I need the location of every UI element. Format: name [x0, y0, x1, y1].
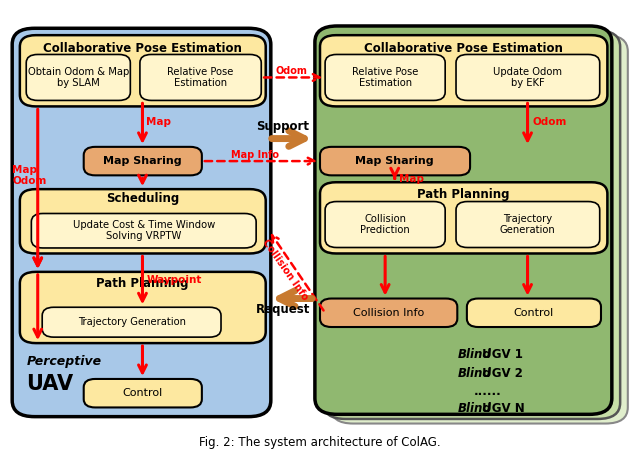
FancyBboxPatch shape — [20, 35, 266, 106]
FancyBboxPatch shape — [31, 213, 256, 248]
Text: UAV: UAV — [26, 374, 74, 395]
Text: Blind: Blind — [458, 402, 492, 415]
Text: Collision Info: Collision Info — [260, 237, 310, 302]
Text: Control: Control — [122, 388, 163, 398]
Text: Perceptive: Perceptive — [26, 355, 101, 368]
Text: Relative Pose
Estimation: Relative Pose Estimation — [352, 67, 419, 88]
Text: UGV N: UGV N — [478, 402, 525, 415]
FancyBboxPatch shape — [456, 54, 600, 100]
Text: UGV 1: UGV 1 — [478, 348, 524, 361]
Text: Obtain Odom & Map
by SLAM: Obtain Odom & Map by SLAM — [28, 67, 129, 88]
Text: Blind: Blind — [458, 348, 492, 361]
FancyBboxPatch shape — [456, 201, 600, 248]
Text: Control: Control — [514, 308, 554, 318]
FancyBboxPatch shape — [320, 182, 607, 254]
Text: Scheduling: Scheduling — [106, 192, 179, 205]
Text: Trajectory Generation: Trajectory Generation — [77, 318, 186, 327]
Text: Waypoint: Waypoint — [147, 275, 202, 285]
FancyBboxPatch shape — [42, 307, 221, 337]
FancyBboxPatch shape — [84, 147, 202, 175]
FancyBboxPatch shape — [325, 54, 445, 100]
Text: Support: Support — [257, 120, 310, 133]
FancyBboxPatch shape — [320, 299, 458, 327]
Text: Collaborative Pose Estimation: Collaborative Pose Estimation — [43, 41, 242, 54]
FancyBboxPatch shape — [12, 28, 271, 417]
Text: Update Cost & Time Window
Solving VRPTW: Update Cost & Time Window Solving VRPTW — [72, 220, 215, 241]
Text: Trajectory
Generation: Trajectory Generation — [500, 214, 556, 235]
Text: Map Info: Map Info — [231, 150, 279, 160]
Text: Path Planning: Path Planning — [96, 277, 189, 290]
FancyBboxPatch shape — [140, 54, 261, 100]
Text: Odom: Odom — [275, 65, 307, 76]
Text: Collision
Prediction: Collision Prediction — [360, 214, 410, 235]
Text: Map: Map — [399, 173, 424, 183]
Text: ......: ...... — [473, 385, 501, 398]
FancyBboxPatch shape — [320, 35, 607, 106]
Text: Map: Map — [147, 118, 172, 128]
Text: Blind: Blind — [458, 367, 492, 380]
Text: Fig. 2: The system architecture of ColAG.: Fig. 2: The system architecture of ColAG… — [199, 437, 441, 449]
Text: Collision Info: Collision Info — [353, 308, 424, 318]
FancyBboxPatch shape — [84, 379, 202, 408]
FancyBboxPatch shape — [325, 201, 445, 248]
Text: Relative Pose
Estimation: Relative Pose Estimation — [168, 67, 234, 88]
Text: Map
Odom: Map Odom — [12, 165, 47, 186]
Text: Path Planning: Path Planning — [417, 188, 510, 201]
FancyBboxPatch shape — [315, 26, 612, 414]
FancyBboxPatch shape — [467, 299, 601, 327]
Text: Map Sharing: Map Sharing — [103, 156, 182, 166]
FancyBboxPatch shape — [320, 147, 470, 175]
Text: Request: Request — [256, 303, 310, 316]
FancyBboxPatch shape — [323, 30, 620, 419]
FancyBboxPatch shape — [20, 189, 266, 254]
FancyBboxPatch shape — [26, 54, 131, 100]
Text: Map Sharing: Map Sharing — [355, 156, 434, 166]
FancyBboxPatch shape — [331, 35, 628, 424]
FancyBboxPatch shape — [20, 272, 266, 343]
Text: UGV 2: UGV 2 — [478, 367, 524, 380]
Text: Update Odom
by EKF: Update Odom by EKF — [493, 67, 562, 88]
Text: Odom: Odom — [532, 118, 566, 128]
Text: Collaborative Pose Estimation: Collaborative Pose Estimation — [364, 41, 563, 54]
